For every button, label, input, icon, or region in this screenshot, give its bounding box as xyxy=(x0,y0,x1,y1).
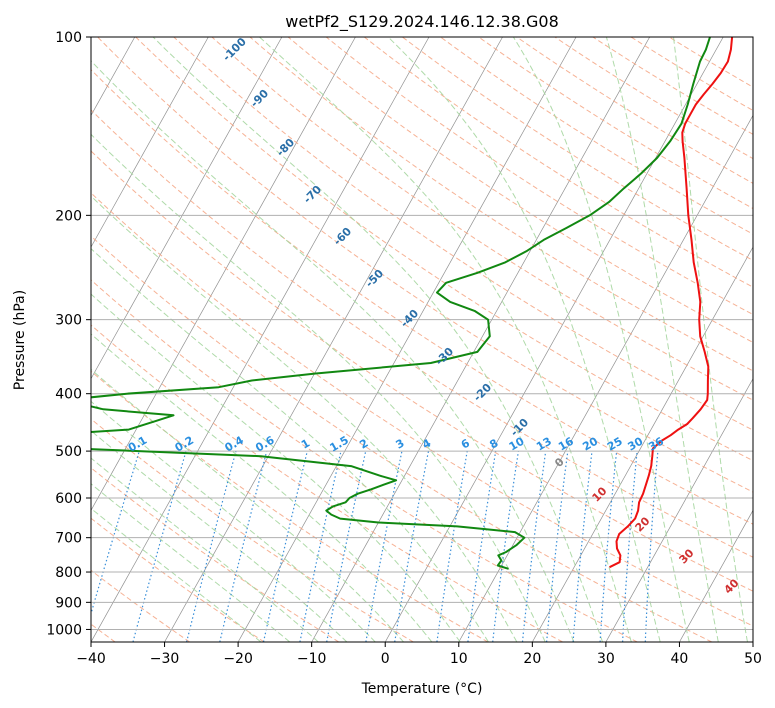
moist-adiabat-line xyxy=(605,37,719,642)
moist-adiabat-line xyxy=(91,368,404,642)
moist-adiabat-line xyxy=(91,60,575,642)
y-tick-label: 100 xyxy=(55,30,82,46)
temperature-line xyxy=(609,37,734,569)
y-tick-label: 800 xyxy=(55,565,82,581)
x-tick-label: 20 xyxy=(523,651,541,667)
moist-adiabat-line xyxy=(91,195,518,642)
moist-adiabat-line xyxy=(91,400,376,642)
dry-adiabat-lines xyxy=(91,37,753,642)
y-tick-label: 1000 xyxy=(46,622,82,638)
y-tick-label: 300 xyxy=(55,313,82,329)
chart-title: wetPf2_S129.2024.146.12.38.G08 xyxy=(285,12,559,32)
y-axis-title: Pressure (hPa) xyxy=(12,290,28,390)
plot-area: -100-90-80-70-60-50-40-30-20-100.1 0.2 0.4… xyxy=(0,37,753,642)
plot-frame xyxy=(90,36,754,643)
dry-adiabat-line xyxy=(440,37,753,235)
moist-adiabat-line xyxy=(91,483,291,642)
moist-adiabat-line xyxy=(91,247,489,642)
mixing-ratio-line xyxy=(186,450,237,642)
dry-adiabat-line xyxy=(554,37,753,160)
mixing-ratio-line xyxy=(91,450,140,616)
y-axis: 100 200 300 400 500 600 700 800 900 1000 xyxy=(46,30,91,638)
y-tick-label: 900 xyxy=(55,595,82,611)
dry-adiabat-line xyxy=(91,324,563,642)
moist-adiabat-line xyxy=(259,37,632,642)
y-tick-label: 400 xyxy=(55,387,82,403)
y-tick-label: 600 xyxy=(55,491,82,507)
moist-adiabat-line xyxy=(91,133,546,642)
dry-adiabat-line xyxy=(91,150,753,592)
y-tick-label: 700 xyxy=(55,531,82,547)
isotherm-line xyxy=(164,37,503,642)
moist-adiabat-line xyxy=(91,430,348,642)
x-tick-label: 50 xyxy=(744,651,762,667)
dry-adiabat-line xyxy=(478,37,753,210)
dry-adiabat-line xyxy=(249,37,753,372)
dry-adiabat-line xyxy=(287,37,753,343)
x-axis-title: Temperature (°C) xyxy=(361,681,483,697)
dewpoint-line xyxy=(91,37,711,570)
profile-series xyxy=(91,37,734,570)
moist-adiabat-line xyxy=(91,333,433,642)
isotherm-line xyxy=(605,377,753,642)
mixing-ratio-line xyxy=(262,450,308,642)
dry-adiabat-line xyxy=(173,37,753,431)
dry-adiabat-line xyxy=(363,37,753,288)
dry-adiabat-line xyxy=(97,37,753,493)
dry-adiabat-line xyxy=(91,370,489,642)
dry-adiabat-line xyxy=(91,192,753,627)
moist-adiabat-line xyxy=(91,507,262,642)
isotherm-line xyxy=(91,37,283,380)
moist-adiabat-line xyxy=(152,37,604,642)
mixing-ratio-line xyxy=(546,451,569,642)
isotherm-line xyxy=(0,37,61,642)
mixing-ratio-line xyxy=(132,450,187,642)
mixing-ratio-line xyxy=(219,450,268,642)
x-tick-label: −30 xyxy=(150,651,180,667)
moist-adiabat-line xyxy=(512,37,690,642)
x-tick-label: −20 xyxy=(223,651,253,667)
y-tick-label: 200 xyxy=(55,208,82,224)
mixing-ratio-line xyxy=(492,451,519,642)
mixing-ratio-line xyxy=(467,451,497,642)
x-tick-label: −40 xyxy=(76,651,106,667)
dry-adiabat-line xyxy=(91,279,638,642)
isotherm-line xyxy=(458,114,753,642)
x-axis: −40 −30 −20 −10 0 10 20 30 40 50 xyxy=(76,642,762,667)
x-tick-label: −10 xyxy=(297,651,327,667)
isotherm-line xyxy=(91,37,430,642)
x-tick-label: 30 xyxy=(597,651,615,667)
x-tick-label: 10 xyxy=(450,651,468,667)
mixing-ratio-line xyxy=(326,450,367,642)
mixing-ratio-lines xyxy=(91,450,659,642)
isotherm-line xyxy=(91,37,356,512)
isotherm-line xyxy=(237,37,577,642)
y-tick-label: 500 xyxy=(55,444,82,460)
mixing-ratio-line xyxy=(365,450,403,642)
dry-adiabat-line xyxy=(91,68,753,525)
x-tick-label: 0 xyxy=(381,651,390,667)
moist-adiabat-line xyxy=(91,457,319,642)
isotherm-line xyxy=(91,37,209,248)
dry-adiabat-line xyxy=(91,418,414,642)
dry-adiabat-line xyxy=(91,109,753,558)
mixing-ratio-line xyxy=(436,451,468,642)
moist-adiabat-line xyxy=(673,37,748,642)
x-tick-label: 40 xyxy=(671,651,689,667)
isotherm-line xyxy=(679,509,753,642)
dry-adiabat-line xyxy=(325,37,753,316)
mixing-ratio-line xyxy=(394,450,430,642)
isotherm-line xyxy=(384,37,724,642)
mixing-ratio-line xyxy=(521,451,547,642)
pressure-grid-lines xyxy=(91,37,753,630)
mixing-ratio-line xyxy=(299,450,342,642)
isotherm-line xyxy=(752,641,753,642)
moist-adiabat-lines xyxy=(91,37,748,642)
